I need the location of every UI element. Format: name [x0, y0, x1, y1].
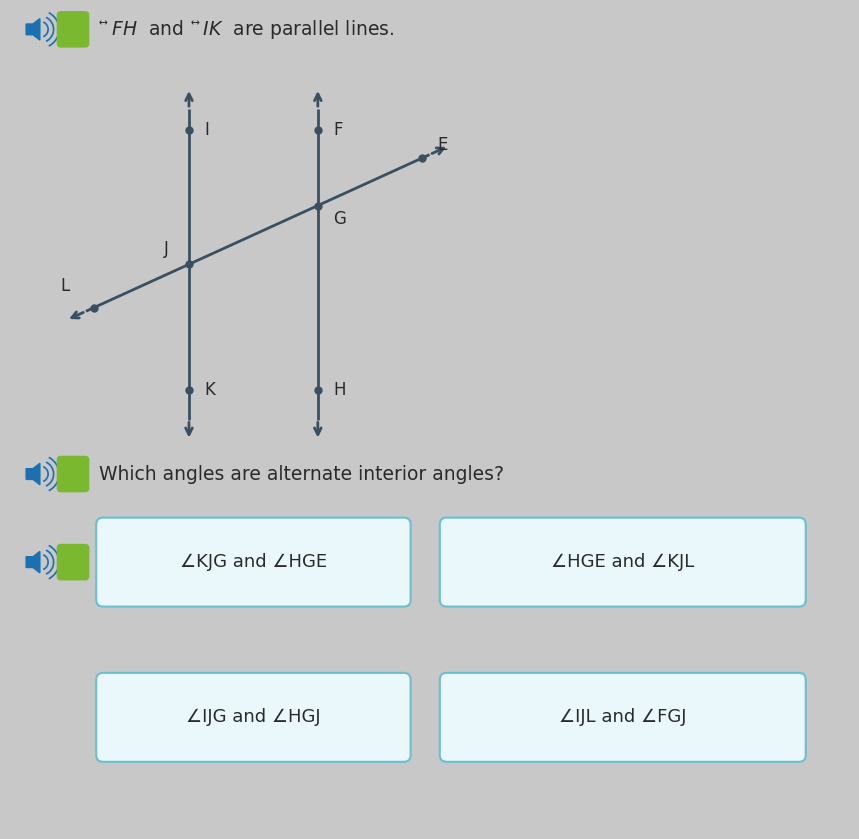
Text: K: K — [204, 381, 216, 399]
Text: H: H — [333, 381, 346, 399]
Polygon shape — [26, 463, 40, 485]
Text: I: I — [204, 121, 210, 139]
Text: ∠IJL and ∠FGJ: ∠IJL and ∠FGJ — [559, 708, 686, 727]
Text: F: F — [333, 121, 343, 139]
Text: Which angles are alternate interior angles?: Which angles are alternate interior angl… — [99, 465, 503, 483]
Polygon shape — [26, 18, 40, 40]
FancyBboxPatch shape — [57, 11, 89, 48]
FancyBboxPatch shape — [440, 518, 806, 607]
FancyBboxPatch shape — [96, 518, 411, 607]
Polygon shape — [26, 551, 40, 573]
FancyBboxPatch shape — [96, 673, 411, 762]
FancyBboxPatch shape — [440, 673, 806, 762]
Text: E: E — [437, 136, 448, 154]
Text: L: L — [60, 277, 70, 295]
Text: $\overleftrightarrow{FH}$  and  $\overleftrightarrow{IK}$  are parallel lines.: $\overleftrightarrow{FH}$ and $\overleft… — [99, 18, 394, 41]
Text: ∠IJG and ∠HGJ: ∠IJG and ∠HGJ — [186, 708, 320, 727]
Text: ∠HGE and ∠KJL: ∠HGE and ∠KJL — [551, 553, 694, 571]
Text: J: J — [164, 240, 169, 258]
Text: G: G — [333, 210, 346, 227]
FancyBboxPatch shape — [57, 544, 89, 581]
FancyBboxPatch shape — [57, 456, 89, 492]
Text: ∠KJG and ∠HGE: ∠KJG and ∠HGE — [180, 553, 327, 571]
